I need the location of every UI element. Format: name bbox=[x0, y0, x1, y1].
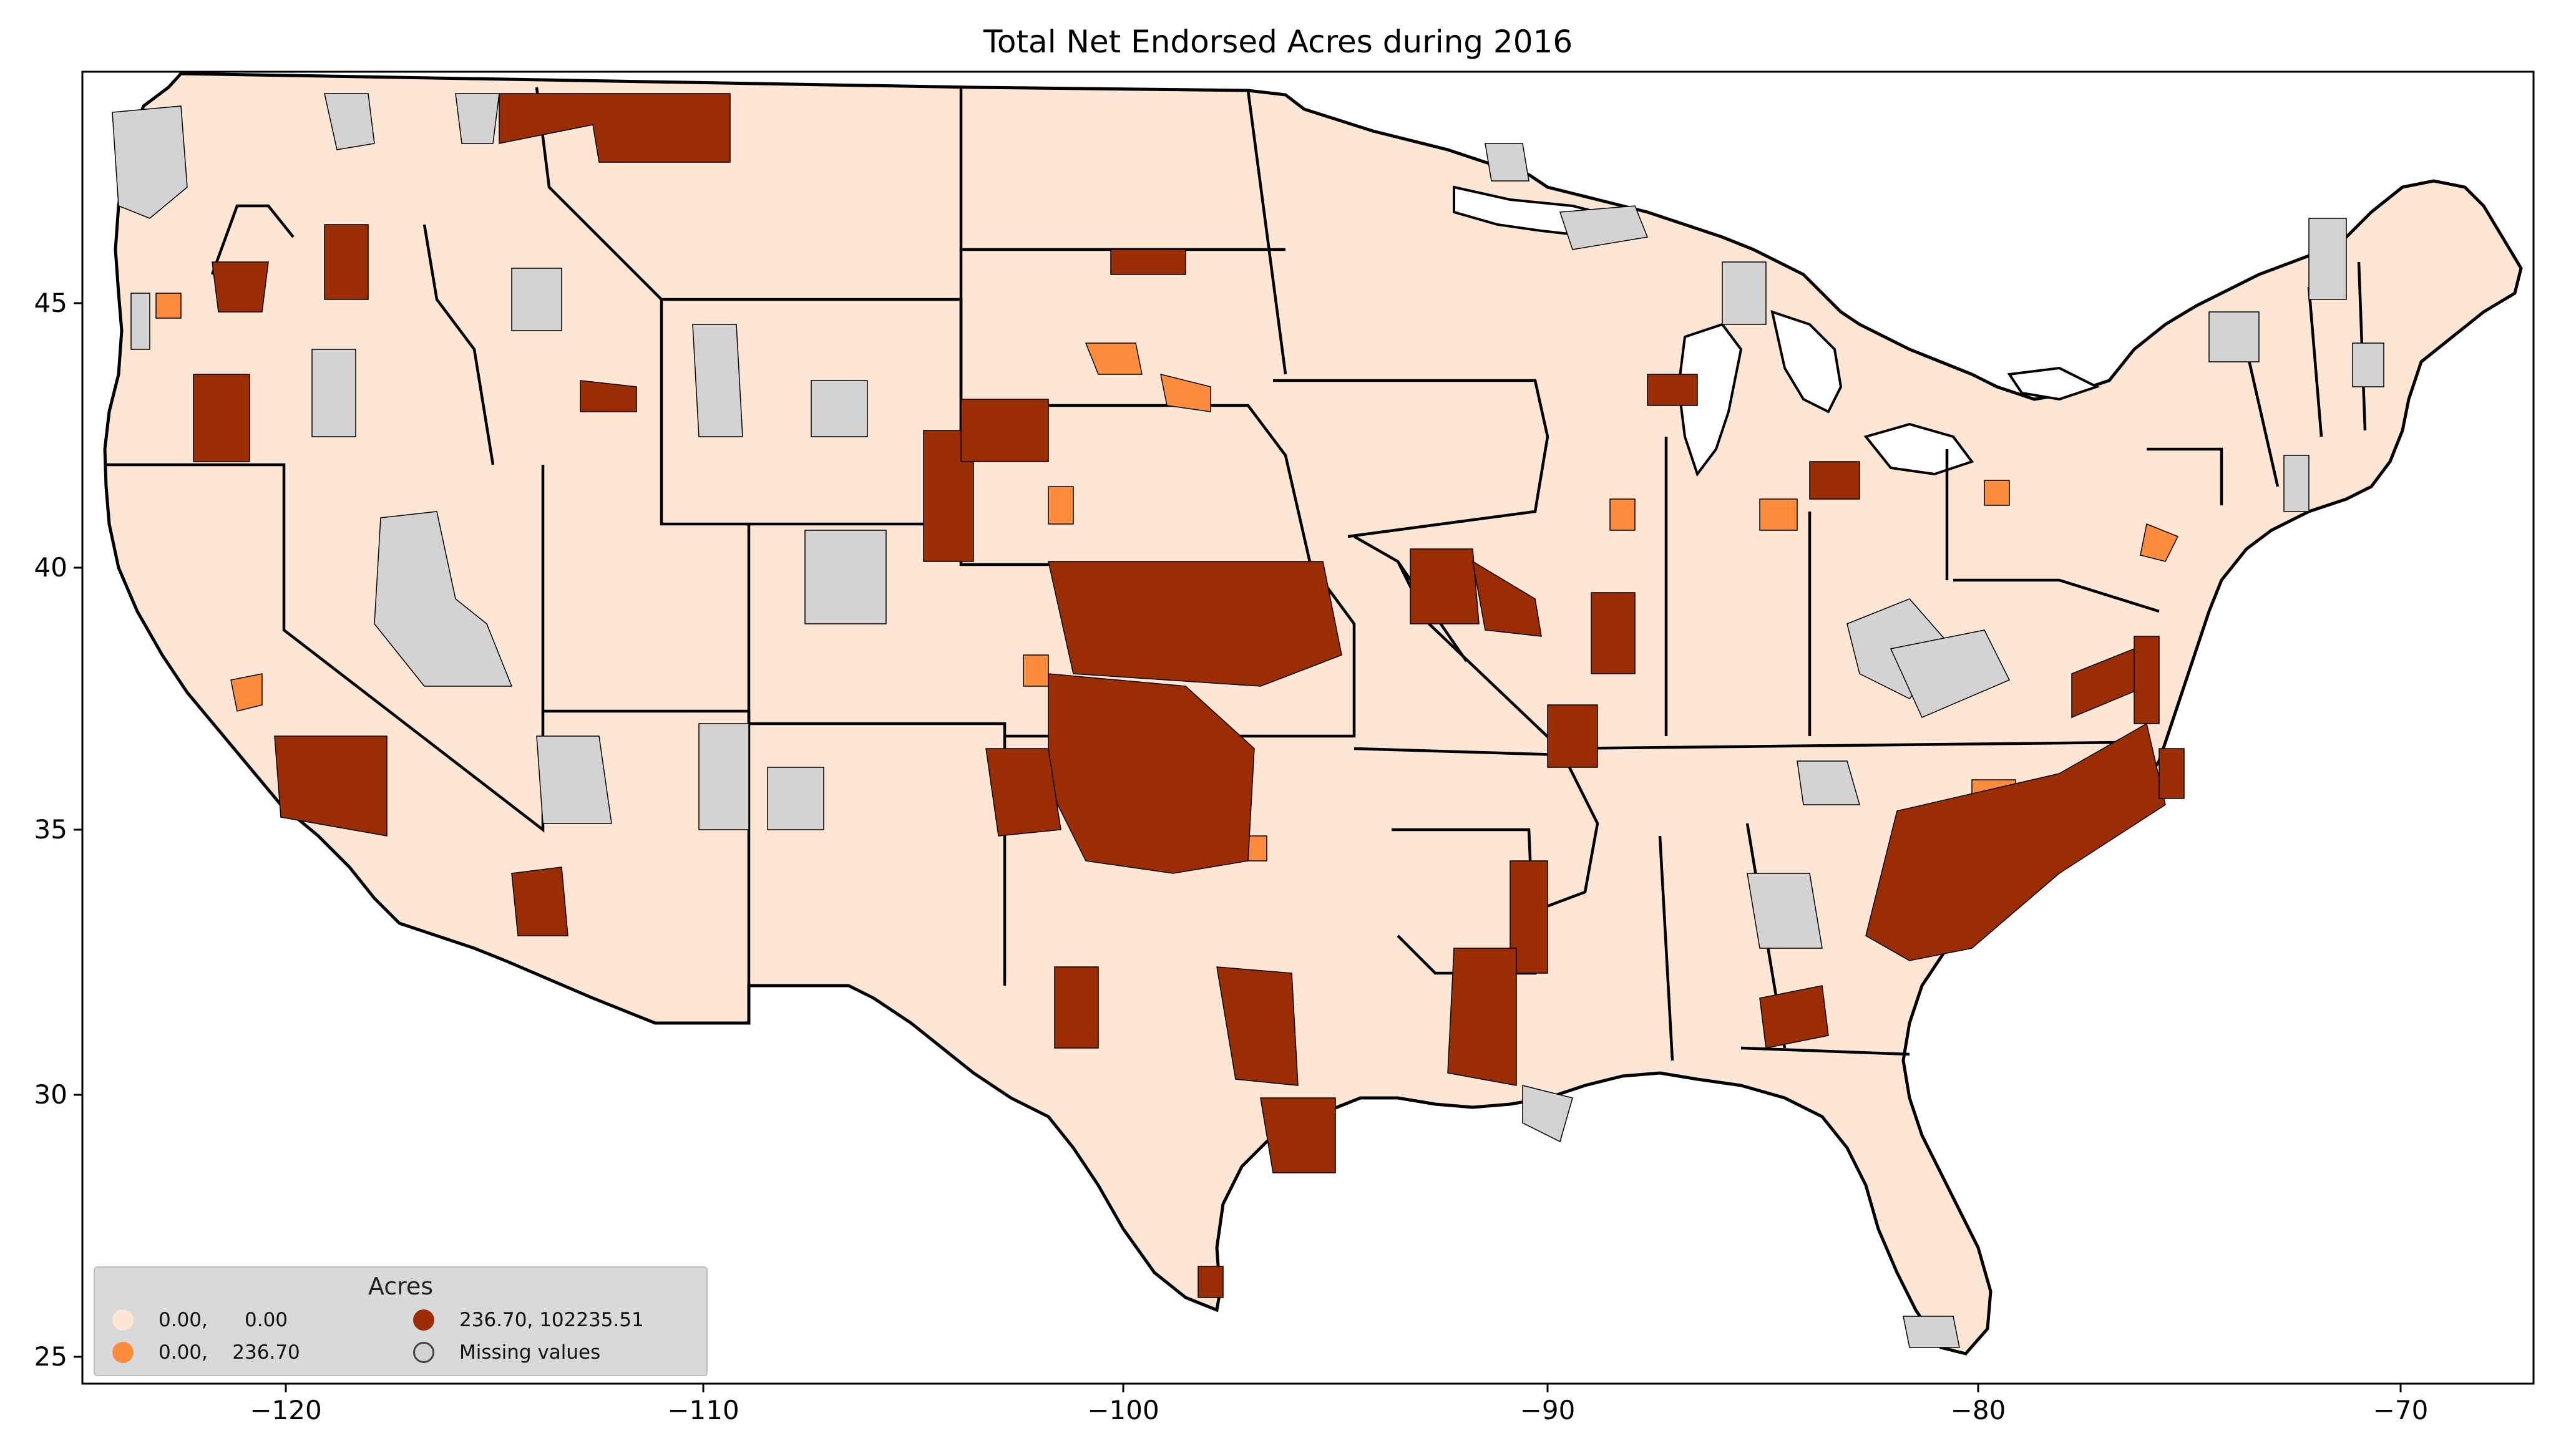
x-tick-label: −120 bbox=[250, 1395, 321, 1425]
y-tick-label: 25 bbox=[34, 1341, 67, 1372]
x-tick-label: −70 bbox=[2373, 1395, 2429, 1425]
y-tick-label: 35 bbox=[34, 814, 67, 845]
missing-counties bbox=[112, 93, 2384, 1348]
legend-item-mid: 0.00, 236.70 bbox=[112, 1339, 300, 1366]
legend-item-low: 0.00, 0.00 bbox=[112, 1306, 288, 1334]
map-title: Total Net Endorsed Acres during 2016 bbox=[983, 24, 1573, 60]
legend-swatch-low bbox=[112, 1309, 134, 1331]
legend-item-missing: Missing values bbox=[413, 1339, 600, 1366]
high-range-counties bbox=[193, 93, 2185, 1298]
y-tick-label: 40 bbox=[34, 552, 67, 583]
legend-label-low: 0.00, 0.00 bbox=[159, 1309, 288, 1331]
legend-item-high: 236.70, 102235.51 bbox=[413, 1306, 644, 1334]
y-tick-label: 30 bbox=[34, 1079, 67, 1110]
x-tick-label: −110 bbox=[667, 1395, 739, 1425]
legend-swatch-high bbox=[413, 1309, 434, 1331]
legend-title: Acres bbox=[368, 1273, 434, 1300]
x-tick-marks bbox=[285, 1384, 2402, 1392]
legend-swatch-mid bbox=[112, 1342, 134, 1363]
legend-label-mid: 0.00, 236.70 bbox=[159, 1341, 300, 1364]
x-tick-label: −100 bbox=[1087, 1395, 1159, 1425]
legend: Acres 0.00, 0.00 0.00, 236.70 236.70, 10… bbox=[94, 1266, 708, 1376]
y-tick-label: 45 bbox=[34, 288, 67, 318]
y-tick-marks bbox=[74, 302, 82, 1358]
x-tick-label: −80 bbox=[1951, 1395, 2006, 1425]
legend-label-missing: Missing values bbox=[459, 1341, 601, 1364]
x-tick-label: −90 bbox=[1520, 1395, 1576, 1425]
legend-swatch-missing bbox=[413, 1342, 434, 1363]
legend-label-high: 236.70, 102235.51 bbox=[459, 1309, 644, 1331]
